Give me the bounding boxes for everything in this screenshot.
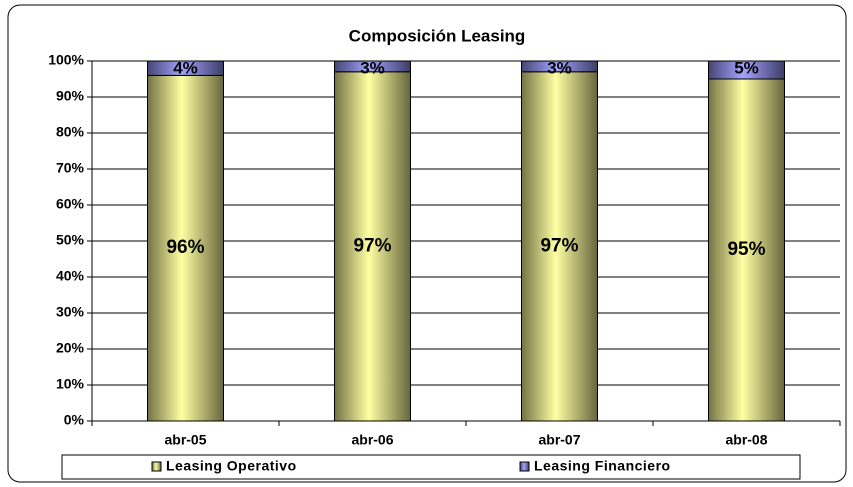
chart-title: Composición Leasing: [349, 26, 526, 45]
data-label: 4%: [173, 58, 198, 77]
data-label: 95%: [727, 239, 765, 260]
bar-segment: [334, 71, 411, 422]
data-label: 3%: [547, 58, 572, 77]
y-tick-label: 20%: [56, 340, 85, 356]
x-tick-label: abr-08: [725, 432, 767, 448]
bar-segment: [708, 60, 785, 80]
y-tick-label: 80%: [56, 124, 85, 140]
y-tick-label: 10%: [56, 376, 85, 392]
data-label: 3%: [360, 58, 385, 77]
x-tick-label: abr-07: [538, 432, 580, 448]
bar-segment: [708, 78, 785, 422]
legend-label: Leasing Financiero: [534, 458, 671, 474]
y-tick-label: 60%: [56, 196, 85, 212]
bar-segment: [334, 60, 411, 73]
data-label: 96%: [166, 237, 204, 258]
bar-segment: [147, 60, 224, 76]
y-tick-label: 90%: [56, 88, 85, 104]
data-label: 97%: [540, 235, 578, 256]
data-label: 5%: [734, 58, 759, 77]
bar-segment: [521, 60, 598, 73]
legend-box: [61, 454, 801, 480]
legend-swatch: [519, 461, 530, 472]
y-tick-label: 50%: [56, 232, 85, 248]
y-tick-label: 40%: [56, 268, 85, 284]
bar-segment: [521, 71, 598, 422]
bar-segment: [147, 74, 224, 422]
y-tick-label: 70%: [56, 160, 85, 176]
x-tick-label: abr-06: [351, 432, 393, 448]
x-tick-label: abr-05: [164, 432, 206, 448]
data-label: 97%: [353, 235, 391, 256]
y-tick-label: 30%: [56, 304, 85, 320]
legend-swatch: [151, 461, 162, 472]
y-tick-label: 0%: [64, 412, 85, 428]
y-tick-label: 100%: [48, 52, 84, 68]
legend-label: Leasing Operativo: [166, 458, 297, 474]
